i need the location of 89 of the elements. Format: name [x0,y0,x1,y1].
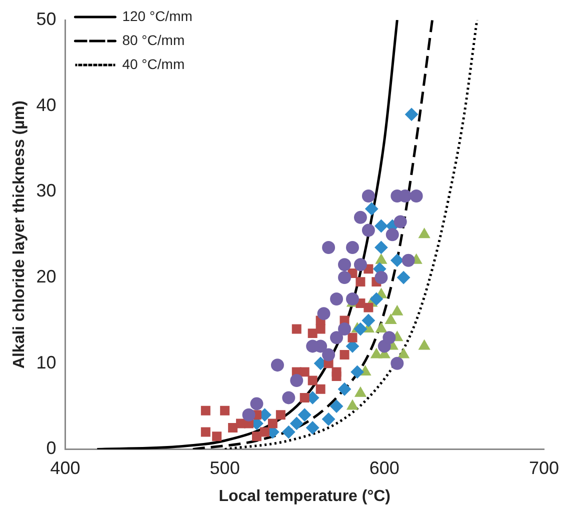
point [338,322,352,336]
point [410,189,423,202]
point [340,350,350,360]
point [346,292,359,306]
point [308,328,318,338]
point [276,410,286,420]
legend-label: 120 °C/mm [122,8,192,24]
point [346,400,358,410]
point [298,408,312,422]
point [316,384,326,394]
x-tick-label: 500 [210,458,240,478]
point [322,412,336,426]
point [382,331,396,344]
point [252,432,262,442]
point [386,228,399,242]
point [374,240,388,254]
point [270,358,284,372]
x-tick-label: 700 [528,458,560,478]
point [268,418,278,428]
point [391,305,403,316]
point [316,324,326,334]
point [362,189,375,202]
point [242,408,256,422]
point [376,254,387,264]
y-tick-label: 30 [36,180,56,201]
point [365,202,378,216]
point [346,240,359,254]
y-tick-label: 0 [46,438,56,458]
point [228,423,238,432]
point [374,271,388,284]
legend-label: 80 °C/mm [122,32,185,48]
point [290,416,304,430]
point [308,376,318,386]
point [354,322,367,336]
point [306,421,320,434]
point [350,365,364,378]
point [332,371,342,381]
x-tick-label: 400 [50,458,80,478]
point [290,374,304,388]
point [402,254,415,267]
point [370,348,382,358]
point [330,292,344,306]
point [260,427,270,437]
point [338,271,352,284]
point [330,400,344,413]
point [362,224,375,237]
point [398,348,410,358]
y-axis-title: Alkali chloride layer thickness (µm) [11,100,28,369]
x-tick-label: 600 [369,458,400,478]
point [362,314,375,327]
point [200,406,210,416]
point [354,386,366,397]
point [330,331,344,344]
point [338,258,352,272]
point [390,356,404,370]
y-tick-label: 20 [36,266,56,286]
point [348,332,358,342]
point [300,367,310,377]
point [317,307,330,320]
point [394,215,407,228]
point [322,348,336,362]
y-tick-label: 10 [36,352,56,372]
point [374,220,388,233]
point [405,108,418,121]
point [220,406,230,416]
point [376,322,387,333]
y-tick-label: 40 [36,94,56,115]
y-tick-label: 50 [36,8,56,29]
point [282,391,296,404]
point [418,228,430,238]
point [385,314,396,324]
point [370,292,383,306]
point [282,426,296,439]
legend-label: 40 °C/mm [122,56,185,72]
point [200,427,210,437]
point [390,254,404,267]
point [212,432,222,442]
point [322,240,336,254]
point [292,324,302,334]
point [364,302,374,312]
point [250,397,264,410]
x-axis-title: Local temperature (°C) [218,488,390,505]
point [418,340,430,350]
point [354,210,367,224]
point [397,271,410,284]
point [300,392,310,402]
point [338,382,352,396]
point [354,258,367,272]
point [356,277,366,287]
